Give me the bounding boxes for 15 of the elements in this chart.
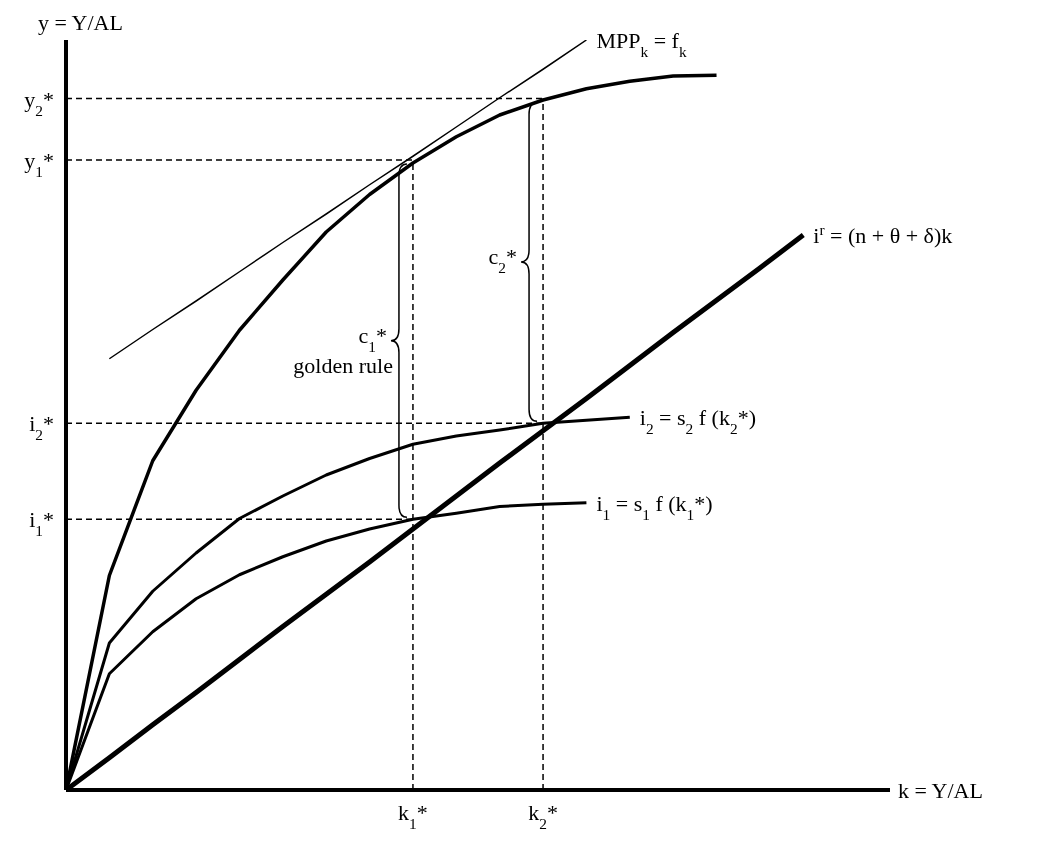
x-axis-title: k = Y/AL	[898, 778, 983, 803]
series-label: MPP$_{k}$ = f$_{k}$	[596, 28, 687, 60]
ref-line-label: i$_{1}$*	[29, 507, 54, 539]
y-axis-title: y = Y/AL	[38, 10, 123, 35]
x-tick-label: k$_{1}$*	[398, 800, 428, 832]
series-label: i$_{2}$ = s$_{2}$ f (k$_{2}$*)	[639, 405, 756, 437]
annotation: c$_{1}$*	[358, 322, 387, 355]
ref-line-label: y$_{1}$*	[24, 148, 54, 180]
annotation: c$_{2}$*	[488, 243, 518, 276]
ref-line-label: y$_{2}$*	[24, 86, 54, 118]
annotation: golden rule	[293, 352, 393, 378]
x-tick-label: k$_{2}$*	[528, 800, 558, 832]
series-label: i$^{r}$ = (n + θ + δ)k	[813, 220, 953, 248]
ref-line-label: i$_{2}$*	[29, 411, 54, 443]
series-label: i$_{1}$ = s$_{1}$ f (k$_{1}$*)	[596, 490, 713, 523]
